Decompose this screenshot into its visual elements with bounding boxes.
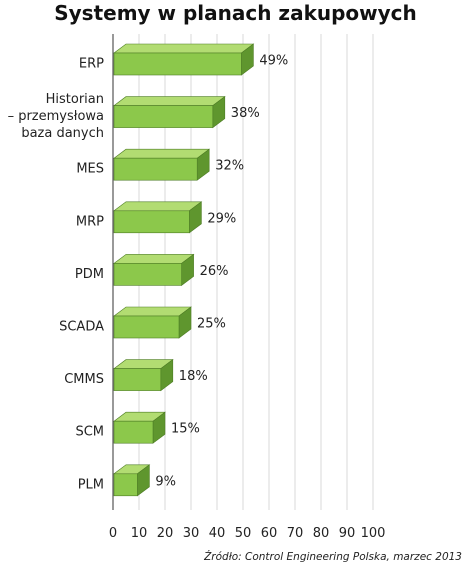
value-label: 9% <box>155 474 176 489</box>
bar <box>113 420 154 444</box>
value-label: 32% <box>215 159 244 174</box>
category-label: MES <box>76 162 104 177</box>
category-label: SCM <box>75 425 104 440</box>
bar-top <box>113 96 226 106</box>
bar <box>113 105 214 128</box>
x-tick-label: 100 <box>361 526 386 541</box>
category-label: baza danych <box>21 126 104 141</box>
x-tick-label: 60 <box>261 526 278 541</box>
bar-top <box>113 201 203 212</box>
value-label: 15% <box>171 422 200 437</box>
category-label: PDM <box>75 267 104 282</box>
bar-top <box>113 306 192 317</box>
chart-title: Systemy w planach zakupowych <box>54 1 417 25</box>
x-tick-label: 70 <box>287 526 304 541</box>
x-tick-label: 90 <box>339 526 356 541</box>
category-label: Historian <box>46 92 104 107</box>
category-label: ERP <box>79 57 104 72</box>
x-tick-label: 50 <box>235 526 252 541</box>
bar-top <box>113 43 255 54</box>
bar <box>113 210 190 234</box>
x-tick-label: 40 <box>209 526 226 541</box>
bar <box>113 315 180 339</box>
value-label: 26% <box>200 264 229 279</box>
x-tick-label: 10 <box>131 526 148 541</box>
x-tick-label: 30 <box>183 526 200 541</box>
bar <box>113 368 162 391</box>
value-label: 25% <box>197 317 226 332</box>
bar <box>113 157 198 181</box>
x-tick-label: 80 <box>313 526 330 541</box>
source-note: Źródło: Control Engineering Polska, marz… <box>204 551 462 563</box>
category-label: CMMS <box>64 372 104 387</box>
category-label: SCADA <box>59 320 104 335</box>
bar <box>113 263 182 286</box>
bar-top <box>113 254 195 264</box>
bar <box>113 473 138 497</box>
x-tick-label: 20 <box>157 526 174 541</box>
x-tick-label: 0 <box>109 526 117 541</box>
value-label: 18% <box>179 369 208 384</box>
category-label: PLM <box>78 477 104 492</box>
category-label: MRP <box>76 214 104 229</box>
bar-top <box>113 148 211 159</box>
category-label: – przemysłowa <box>8 109 104 124</box>
value-label: 38% <box>231 106 260 121</box>
value-label: 29% <box>207 211 236 226</box>
value-label: 49% <box>259 54 288 69</box>
bar <box>113 52 242 76</box>
